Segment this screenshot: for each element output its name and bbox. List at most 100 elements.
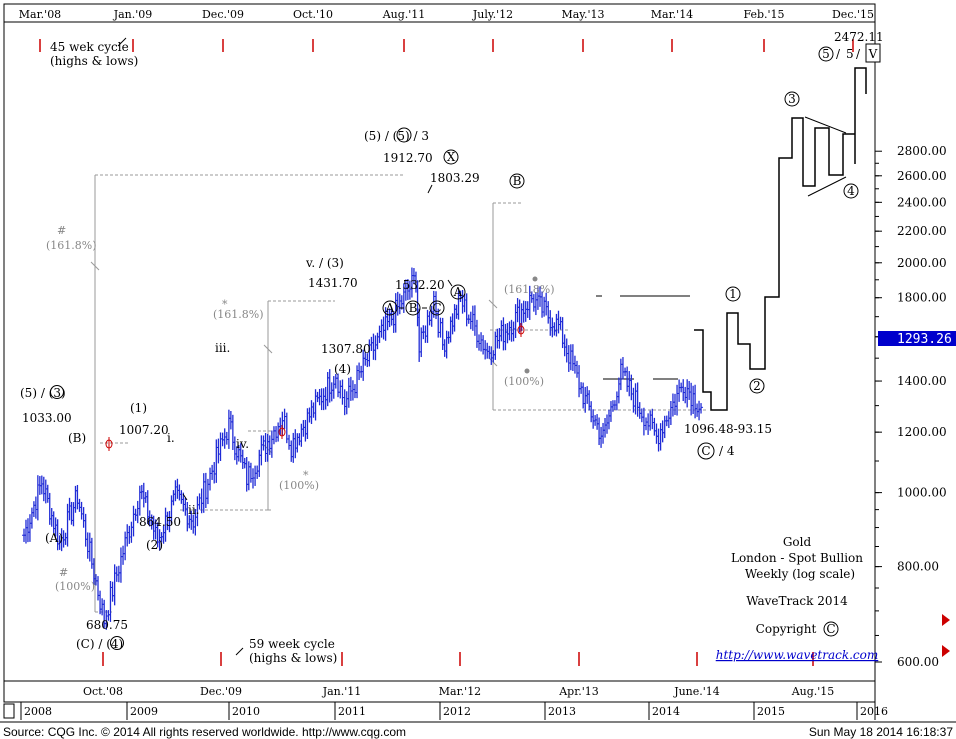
current-price-box [878, 331, 956, 346]
fib-star-1: * [222, 298, 228, 311]
bottom-cycle-label: Mar.'12 [439, 685, 481, 698]
circle-B-marker [509, 173, 525, 189]
top-cycle-label: July.'12 [472, 8, 513, 21]
label-wave-C4: (C) / (4) [76, 637, 123, 651]
circle-C-marker [697, 442, 715, 460]
projection-line [694, 67, 867, 411]
year-label: 2012 [443, 705, 471, 718]
abc-C-label: C [432, 301, 441, 315]
y-axis: 600.00800.001000.001200.001400.001600.00… [875, 144, 947, 669]
bottom-cycle-label: Aug.'15 [791, 685, 835, 698]
circle-A-marker [450, 284, 466, 300]
bottom-cycle-label: Dec.'09 [200, 685, 242, 698]
label-1532: 1532.20 [395, 278, 445, 292]
top-cycle-label: Oct.'10 [293, 8, 333, 21]
proj-slash-1: / [836, 47, 841, 61]
top-V-box [865, 43, 881, 63]
abc-C-circle [429, 300, 445, 316]
abc-B-label: B [409, 301, 418, 315]
year-label: 2014 [652, 705, 680, 718]
label-circle-A: A [453, 285, 463, 299]
fib-1618-label-1: (161.8%) [46, 239, 97, 252]
bottom-cycle-label: Jan.'11 [322, 685, 362, 698]
year-label: 2015 [757, 705, 785, 718]
abc-B-circle [405, 300, 421, 316]
projection-path [694, 67, 867, 411]
brand-label: WaveTrack 2014 [746, 594, 848, 608]
label-1431: 1431.70 [308, 276, 358, 290]
top-cycle-note-pointer [117, 37, 127, 47]
label-wave-2: (2) [146, 538, 163, 552]
fib-1618-label-2: (161.8%) [213, 308, 264, 321]
proj-circle-2 [749, 378, 765, 394]
top-cycle-label: Jan.'09 [113, 8, 153, 21]
fib-hash-1: # [57, 224, 66, 237]
label-wave-iv: iv. [236, 437, 249, 451]
y-tick-label: 2400.00 [897, 195, 947, 209]
footer-source: Source: CQG Inc. © 2014 All rights reser… [3, 725, 406, 739]
label-1007: 1007.20 [119, 423, 169, 437]
label-slash-4: / 4 [719, 444, 735, 458]
label-wave-5-3: (5) / (3) [20, 386, 66, 400]
label-wave-A: (A) [45, 531, 63, 545]
proj-circle-4 [843, 183, 859, 199]
label-680: 680.75 [86, 618, 128, 632]
label-wave-iii: iii. [215, 341, 230, 355]
scroll-up-arrow[interactable] [942, 614, 950, 626]
label-wave-X: X [447, 150, 456, 164]
top-cycle-label: May.'13 [561, 8, 604, 21]
label-2472: 2472.11 [834, 30, 884, 44]
footer-bar [0, 722, 956, 739]
top-cycle-note-line2: (highs & lows) [50, 54, 138, 68]
chart-subtitle-1: London - Spot Bullion [731, 551, 863, 565]
y-tick-label: 1400.00 [897, 374, 947, 388]
abc-A-label: A [385, 301, 395, 315]
top-cycle-label: Mar.'14 [651, 8, 693, 21]
scroll-down-arrow[interactable] [942, 645, 950, 657]
circle-5-marker-top [396, 127, 412, 143]
year-axis: 2008 2009 2010 2011 2012 2013 2014 2015 2016 [3, 702, 888, 720]
abc-A-circle [382, 300, 398, 316]
copyright-label: Copyright [756, 622, 817, 636]
copyright-icon [823, 621, 839, 637]
fib-100-label-1: (100%) [55, 580, 95, 593]
chart-title: Gold [783, 535, 812, 549]
circle-3-marker [50, 385, 64, 399]
year-label: 2009 [130, 705, 158, 718]
top-cycle-label: Dec.'09 [202, 8, 244, 21]
label-wave-i: i. [167, 431, 175, 445]
proj-label-4: 4 [847, 184, 855, 198]
plot-frame [3, 3, 876, 703]
proj-label-1: 1 [729, 287, 737, 301]
scroll-left-button[interactable] [3, 703, 15, 719]
wave4-triangle-upper [804, 116, 847, 134]
fib-star-2: * [303, 469, 309, 482]
fib-100-label-3: (100%) [504, 375, 544, 388]
circle-X-marker [443, 149, 459, 165]
fib-100-label-2: (100%) [279, 479, 319, 492]
proj-label-5b: 5 [846, 47, 854, 61]
label-wave-ii: ii. [188, 503, 200, 517]
y-tick-label: 2800.00 [897, 144, 947, 158]
top-cycle-label: Aug.'11 [382, 8, 426, 21]
label-target-range: 1096.48-93.15 [684, 422, 772, 436]
website-link[interactable]: http://www.wavetrack.com [716, 648, 879, 662]
top-cycle-label: Feb.'15 [743, 8, 784, 21]
proj-circle-3 [784, 91, 800, 107]
label-circle-B: B [513, 174, 522, 188]
label-wave-v3: v. / (3) [305, 256, 344, 270]
top-cycle-label: Dec.'15 [832, 8, 874, 21]
label-1307: 1307.80 [321, 342, 371, 356]
year-label: 2008 [24, 705, 52, 718]
top-cycle-note-line1: 45 wek cycle [50, 40, 129, 54]
proj-label-5: 5 [822, 47, 830, 61]
proj-circle-5 [818, 46, 834, 62]
y-tick-label: 2000.00 [897, 256, 947, 270]
top-cycle-axis: Mar.'08 Jan.'09 Dec.'09 Oct.'10 Aug.'11 July.… [19, 8, 874, 52]
bottom-cycle-note-pointer [235, 647, 244, 656]
y-tick-label: 600.00 [897, 655, 939, 669]
fib-dot-100 [524, 368, 530, 374]
y-tick-label: 800.00 [897, 560, 939, 574]
label-wave-1: (1) [130, 401, 147, 415]
